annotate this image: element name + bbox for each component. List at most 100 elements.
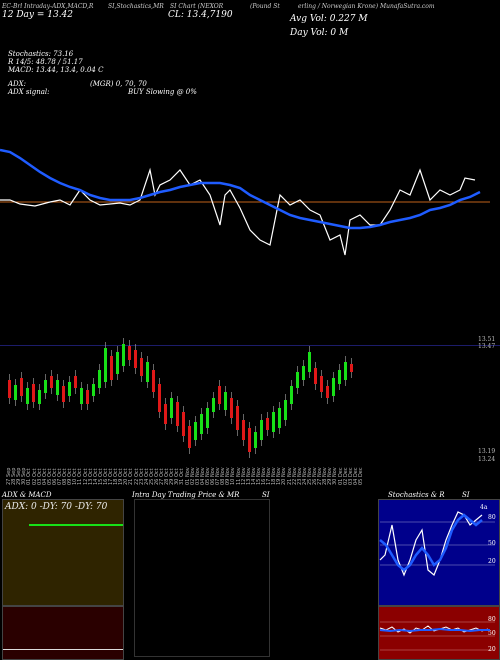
candle-body	[128, 346, 131, 360]
candle-body	[194, 422, 197, 440]
buy-slowing: BUY Slowing @ 0%	[128, 88, 197, 96]
candle-body	[344, 362, 347, 380]
candle-body	[206, 408, 209, 428]
candle-body	[38, 390, 41, 404]
candle-body	[338, 370, 341, 384]
chart-title-part2: SI,Stochastics,MR	[108, 3, 164, 10]
day-value: 12 Day = 13.42	[2, 10, 74, 20]
macd-line	[3, 649, 123, 650]
adx-signal-label: ADX signal:	[8, 88, 50, 96]
price-label-top: 13.51	[478, 336, 496, 343]
candle-body	[86, 390, 89, 404]
candle-body	[320, 376, 323, 392]
price-line	[0, 167, 476, 256]
candle-body	[266, 418, 269, 430]
candle-body	[20, 378, 23, 396]
rsi-tick-50: 50	[488, 630, 496, 637]
candle-body	[8, 380, 11, 398]
candle-body	[230, 398, 233, 418]
candle-body	[296, 372, 299, 388]
candle-body	[122, 344, 125, 366]
price-label-bottom2: 13.24	[478, 456, 496, 463]
day-volume: Day Vol: 0 M	[290, 28, 349, 38]
candle-body	[104, 348, 107, 382]
macd-panel	[2, 606, 124, 660]
candle-body	[92, 384, 95, 396]
candle-body	[98, 370, 101, 388]
price-label-bottom: 13.19	[478, 448, 496, 455]
candle-body	[146, 362, 149, 382]
candle-body	[110, 356, 113, 380]
candle-body	[248, 428, 251, 452]
candle-body	[26, 388, 29, 404]
intraday-title: Intra Day Trading Price & MR	[132, 491, 240, 499]
price-label-top2: 13.47	[478, 343, 496, 350]
chart-title-part1: EC-Brl Intraday-ADX,MACD,R	[2, 3, 94, 10]
r-value: R 14/5: 48.78 / 51.17	[8, 58, 83, 66]
candle-body	[326, 386, 329, 398]
intraday-si-label: SI	[262, 491, 270, 499]
stoch-tick-50: 50	[488, 540, 496, 547]
candle-body	[14, 385, 17, 400]
candle-body	[68, 382, 71, 396]
intraday-panel	[134, 499, 270, 657]
candle-body	[32, 384, 35, 402]
candle-body	[188, 426, 191, 448]
stoch-tick-20: 20	[488, 558, 496, 565]
stoch-k-line	[379, 511, 483, 577]
stochastics-si-label: SI	[462, 491, 470, 499]
candle-body	[314, 368, 317, 384]
candle-body	[332, 378, 335, 396]
stoch-top-label: 4a	[480, 504, 488, 511]
adx-macd-title: ADX & MACD	[2, 491, 52, 499]
candle-body	[236, 406, 239, 430]
chart-title-part4: (Pound St	[250, 3, 280, 10]
candle-body	[62, 386, 65, 402]
macd-value: MACD: 13.44, 13.4, 0.04 C	[8, 66, 104, 74]
candle-body	[164, 404, 167, 424]
moving-average-line	[0, 148, 481, 230]
candle-body	[134, 350, 137, 368]
candle-body	[182, 412, 185, 436]
candle-body	[200, 414, 203, 434]
stochastics-title: Stochastics & R	[388, 491, 445, 499]
candle-body	[254, 432, 257, 448]
avg-volume: Avg Vol: 0.227 M	[290, 14, 368, 24]
candle-body	[350, 364, 353, 372]
candle-body	[272, 412, 275, 432]
candle-body	[224, 392, 227, 410]
candle-body	[50, 376, 53, 388]
chart-title-part5: erling / Norwegian Krone) MunafaSutra.co…	[298, 3, 435, 10]
candle-body	[284, 400, 287, 420]
candle-body	[80, 388, 83, 404]
adx-label: ADX:	[8, 80, 27, 88]
candle-body	[56, 380, 59, 395]
candle-body	[116, 352, 119, 374]
candle-body	[176, 402, 179, 426]
candle-body	[290, 386, 293, 404]
candle-body	[212, 398, 215, 412]
chart-title-part3: SI Chart (NEXOR	[170, 3, 224, 10]
candle-body	[140, 358, 143, 376]
rsi-tick-20: 20	[488, 646, 496, 653]
candle-body	[218, 386, 221, 404]
stoch-d-line	[379, 513, 483, 572]
candle-body	[308, 352, 311, 372]
candle-body	[242, 420, 245, 440]
adx-panel: ADX: 0 -DY: 70 -DY: 70	[2, 499, 124, 606]
close-value: CL: 13.4,7190	[168, 10, 233, 20]
rsi-tick-80: 80	[488, 616, 496, 623]
rsi-avg-line	[379, 627, 490, 633]
candle-body	[170, 398, 173, 418]
candle-body	[152, 370, 155, 392]
adx-line	[29, 524, 123, 526]
candle-body	[260, 420, 263, 440]
candle-body	[278, 408, 281, 428]
stoch-tick-80: 80	[488, 514, 496, 521]
candle-body	[74, 376, 77, 388]
candle-body	[44, 380, 47, 393]
adx-mgr: (MGR) 0, 70, 70	[90, 80, 147, 88]
candle-body	[302, 366, 305, 380]
